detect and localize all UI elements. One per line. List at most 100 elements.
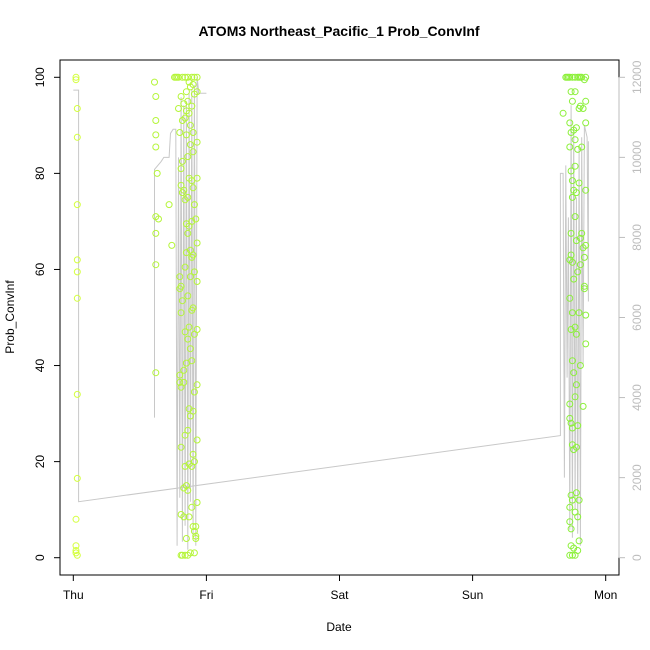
data-point [184,153,192,161]
data-point [568,258,576,266]
data-point [180,378,188,386]
data-point [152,117,160,124]
data-point [567,525,575,533]
data-point [193,73,201,81]
data-point [73,268,81,276]
data-point [572,381,580,389]
data-point [566,400,574,408]
data-point [72,515,80,523]
data-point [189,450,197,458]
y-right-tick-label: 0 [630,554,644,561]
y-right-tick-label: 8000 [630,224,644,251]
data-point [571,162,579,170]
data-point [152,131,160,139]
data-point [570,369,578,377]
x-tick-label: Thu [63,588,84,602]
data-point [572,189,580,197]
y-tick-label: 40 [33,359,47,373]
x-axis-title: Date [326,620,352,634]
data-point [189,251,197,259]
data-point [575,179,583,187]
data-point [152,369,160,377]
data-point [571,213,579,221]
data-point [572,443,580,451]
data-point [582,241,590,249]
data-point [73,133,81,141]
data-point [184,292,192,300]
data-point [184,426,192,434]
data-point [184,486,192,494]
data-point [570,275,578,283]
data-point [73,551,81,559]
data-point [175,105,182,112]
data-point [576,234,584,242]
data-point [566,503,574,511]
data-point [567,251,575,259]
data-point [579,402,587,410]
data-point [190,527,198,535]
data-point [189,407,197,415]
data-point [193,436,201,444]
data-point [566,119,574,127]
data-point [186,549,194,557]
data-point [572,489,580,497]
data-point [193,138,201,146]
data-point [568,357,576,365]
data-point [175,73,182,81]
data-point [559,109,567,117]
data-point [178,157,186,165]
data-point [582,97,590,105]
data-point [176,129,184,136]
data-point [190,549,198,557]
data-point [567,229,575,237]
data-point [73,105,81,112]
data-point [574,513,582,521]
y-tick-label: 80 [33,166,47,180]
data-point [152,143,160,151]
data-point [177,309,185,317]
data-point [152,229,160,237]
data-point [575,496,583,504]
data-point [567,419,575,427]
y-right-tick-label: 4000 [630,384,644,411]
data-point [190,458,198,466]
data-point [574,422,582,430]
x-tick-label: Sun [462,588,483,602]
data-point [184,97,192,105]
series-line [73,89,589,546]
data-point [189,148,197,156]
data-point [190,268,198,276]
data-point [178,551,186,559]
data-point [152,93,160,100]
data-point [568,496,576,504]
data-point [72,542,80,550]
data-point [73,294,81,302]
data-point [188,73,196,81]
series-line [154,77,207,550]
data-point [193,239,201,247]
data-point [182,131,190,139]
data-point [575,309,583,317]
data-point [188,102,196,110]
data-point [181,263,189,271]
y-tick-label: 20 [33,455,47,469]
data-point [182,88,190,96]
y-right-tick-label: 10000 [630,140,644,174]
data-point [192,215,200,223]
data-point [151,78,158,86]
x-tick-label: Mon [594,588,617,602]
data-point [190,201,198,209]
data-point [193,326,201,333]
data-point [193,499,201,506]
plot-area: Thu Fri Sat Sun Mon 0 20 40 60 80 100 0 2000 4000 6000… [33,59,644,602]
data-point [184,73,192,81]
data-point [568,551,576,559]
data-point [180,366,188,374]
data-point [575,537,583,545]
data-point [571,136,579,144]
data-point [571,73,579,81]
data-point [580,282,588,290]
data-point [566,294,574,302]
data-point [568,73,576,81]
